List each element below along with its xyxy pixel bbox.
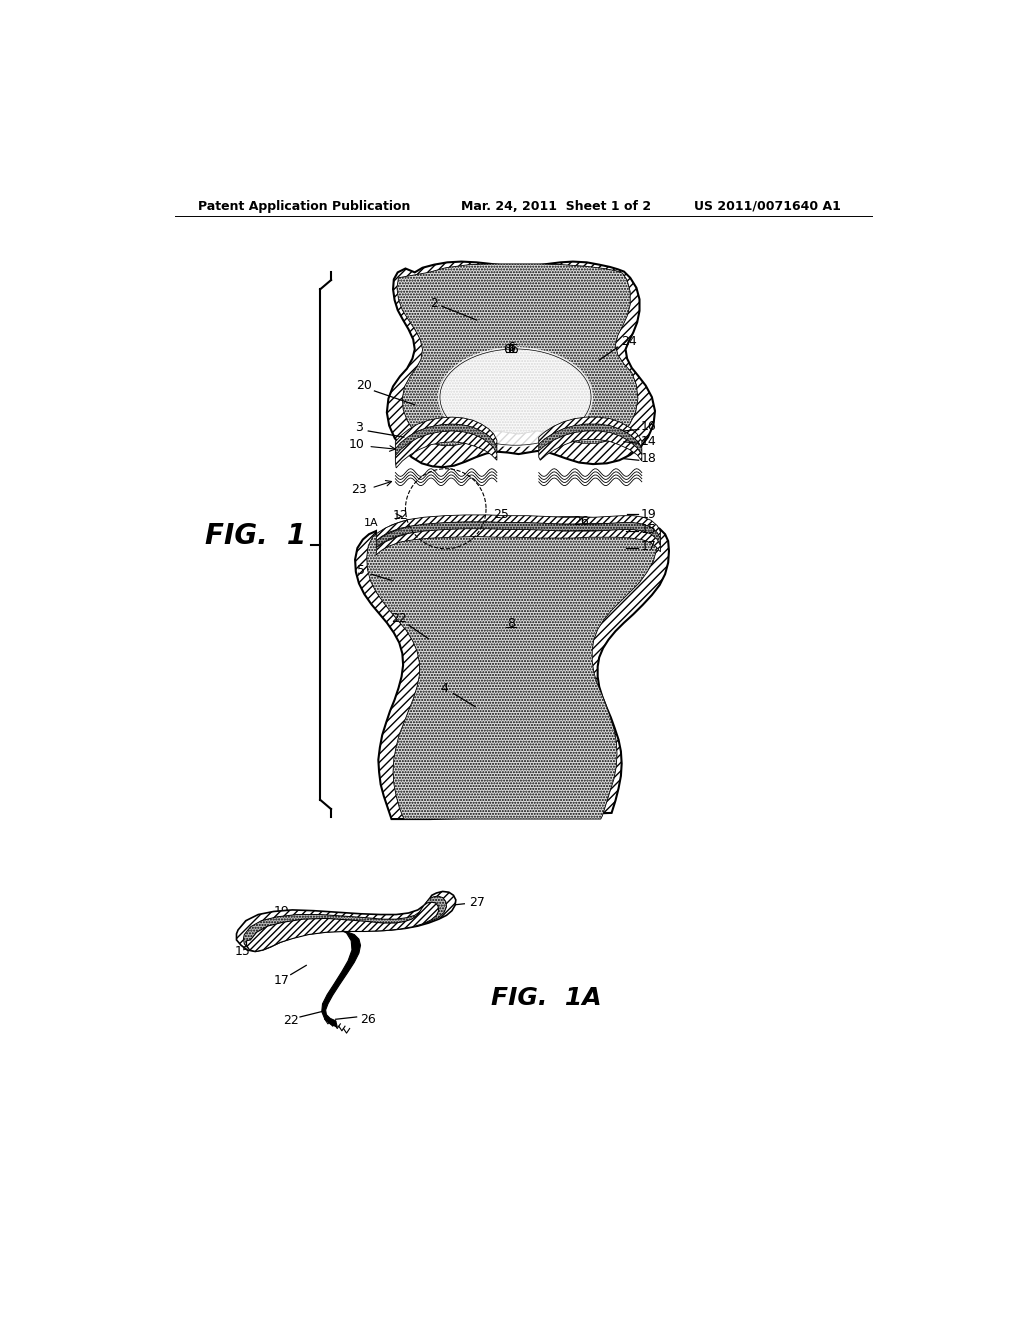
Polygon shape bbox=[376, 529, 660, 554]
Text: 14: 14 bbox=[641, 436, 656, 449]
Polygon shape bbox=[395, 417, 497, 454]
Polygon shape bbox=[397, 264, 638, 446]
Text: 17: 17 bbox=[273, 974, 290, 987]
Polygon shape bbox=[539, 417, 642, 447]
Text: 22: 22 bbox=[391, 612, 408, 626]
Text: 8: 8 bbox=[507, 616, 515, 630]
Text: Mar. 24, 2011  Sheet 1 of 2: Mar. 24, 2011 Sheet 1 of 2 bbox=[461, 199, 651, 213]
Text: US 2011/0071640 A1: US 2011/0071640 A1 bbox=[694, 199, 841, 213]
Text: 18: 18 bbox=[641, 453, 656, 465]
Text: 5: 5 bbox=[356, 564, 365, 577]
Text: 66: 66 bbox=[503, 343, 519, 356]
Polygon shape bbox=[376, 521, 660, 548]
Text: 22: 22 bbox=[283, 1014, 299, 1027]
Text: 16: 16 bbox=[641, 420, 656, 433]
Text: 1A: 1A bbox=[365, 517, 379, 528]
Text: 10: 10 bbox=[349, 438, 365, 451]
Text: 3: 3 bbox=[355, 421, 362, 434]
Polygon shape bbox=[367, 520, 656, 818]
Polygon shape bbox=[355, 517, 669, 818]
Text: 12: 12 bbox=[393, 510, 409, 523]
Ellipse shape bbox=[438, 347, 593, 447]
Text: FIG.  1A: FIG. 1A bbox=[492, 986, 602, 1010]
Text: 27: 27 bbox=[469, 896, 484, 908]
Text: 15: 15 bbox=[641, 523, 656, 536]
Text: 26: 26 bbox=[360, 1012, 376, 1026]
Polygon shape bbox=[395, 424, 497, 461]
Polygon shape bbox=[387, 261, 655, 467]
Text: 23: 23 bbox=[351, 483, 367, 496]
Text: 19: 19 bbox=[641, 508, 656, 520]
Text: 25: 25 bbox=[494, 508, 510, 520]
Text: 26: 26 bbox=[572, 515, 589, 528]
Polygon shape bbox=[539, 424, 642, 454]
Polygon shape bbox=[539, 430, 642, 461]
Text: 6: 6 bbox=[507, 343, 515, 356]
Text: 19: 19 bbox=[273, 906, 290, 917]
Polygon shape bbox=[322, 931, 360, 1027]
Text: 15: 15 bbox=[234, 945, 251, 958]
Text: Patent Application Publication: Patent Application Publication bbox=[198, 199, 411, 213]
Text: 4: 4 bbox=[440, 681, 449, 694]
Text: 2: 2 bbox=[430, 297, 438, 310]
Text: FIG.  1: FIG. 1 bbox=[206, 521, 306, 549]
Polygon shape bbox=[376, 515, 660, 541]
Polygon shape bbox=[247, 903, 438, 952]
Text: 24: 24 bbox=[621, 335, 637, 348]
Polygon shape bbox=[395, 430, 497, 469]
Text: 6: 6 bbox=[507, 341, 515, 354]
Polygon shape bbox=[244, 896, 446, 950]
Text: 17: 17 bbox=[641, 540, 656, 553]
Polygon shape bbox=[237, 891, 456, 952]
Text: 20: 20 bbox=[355, 379, 372, 392]
